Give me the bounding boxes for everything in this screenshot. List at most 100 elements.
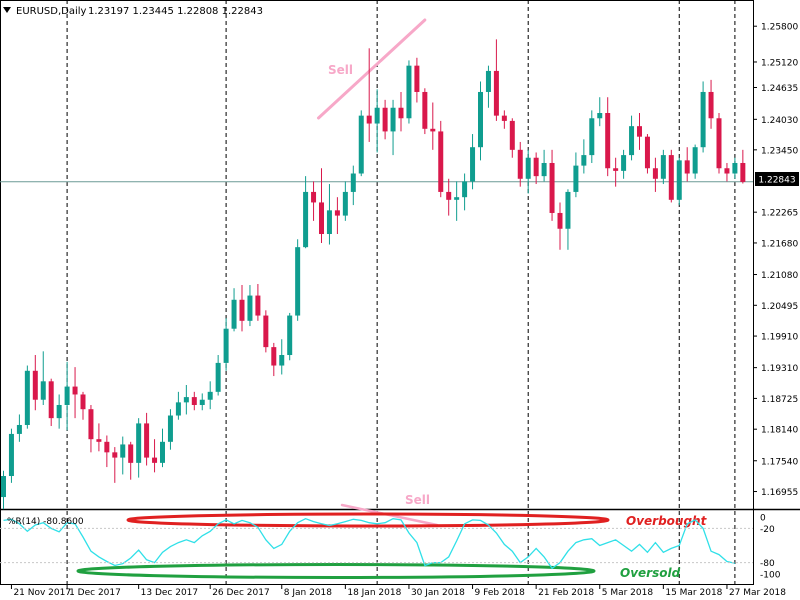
overbought-ellipse	[126, 512, 610, 528]
time-tick-label: 13 Dec 2017	[141, 588, 199, 598]
time-tick-label: 18 Jan 2018	[347, 588, 401, 598]
candle-body	[708, 91, 714, 119]
candle-body	[326, 210, 332, 235]
candle-body	[406, 65, 412, 119]
candle-body	[430, 128, 436, 132]
oversold-ellipse	[76, 563, 596, 579]
wr-readout: %R(14) -80.8600	[7, 517, 84, 527]
candle-body	[255, 295, 261, 316]
sell-trendline	[317, 18, 427, 120]
candle-body	[652, 168, 658, 179]
wr-tick-label: 0	[760, 514, 766, 524]
candle-body	[358, 115, 364, 174]
price-tick-label: 1.20495	[761, 302, 798, 312]
candle-body	[668, 155, 674, 200]
candle-body	[732, 162, 738, 174]
candle-body	[223, 328, 229, 363]
candle-body	[128, 444, 134, 463]
candle-body	[485, 70, 491, 92]
price-tick-label: 1.22265	[761, 209, 798, 219]
current-price-tag	[755, 172, 799, 186]
price-tick-label: 1.24030	[761, 116, 798, 126]
price-tick-label: 1.18725	[761, 395, 798, 405]
candle-body	[263, 315, 269, 348]
candle-body	[80, 394, 86, 410]
price-tick-label: 1.19910	[761, 333, 798, 343]
candlestick-series	[1, 39, 746, 510]
time-tick-label: 5 Mar 2018	[602, 588, 654, 598]
candle-body	[644, 136, 650, 169]
candle-body	[56, 404, 62, 419]
candle-body	[32, 370, 38, 400]
candle-body	[660, 155, 666, 179]
candle-body	[549, 162, 555, 213]
candle-body	[597, 113, 603, 119]
candle-body	[740, 162, 746, 182]
candle-body	[382, 107, 388, 132]
wr-line	[3, 517, 736, 570]
oversold-label: Oversold	[620, 566, 681, 580]
candle-body	[287, 315, 293, 356]
time-tick-label: 21 Nov 2017	[13, 588, 71, 598]
candle-body	[295, 247, 301, 316]
candle-body	[462, 181, 468, 198]
candle-body	[366, 115, 372, 124]
vertical-gridlines	[0, 0, 753, 585]
time-tick-label: 21 Feb 2018	[538, 588, 594, 598]
candle-body	[700, 91, 706, 148]
candle-body	[1, 476, 6, 498]
candle-body	[525, 157, 531, 179]
wr-axis: 0-20 -80 -100	[760, 514, 781, 581]
candle-body	[501, 115, 507, 121]
candle-body	[24, 370, 30, 425]
candle-body	[581, 155, 587, 166]
candle-body	[271, 347, 277, 366]
candle-body	[160, 441, 165, 463]
candle-body	[279, 355, 285, 366]
collapse-triangle-icon[interactable]	[3, 7, 11, 13]
candle-body	[334, 210, 340, 216]
candle-body	[183, 397, 189, 403]
candle-body	[398, 107, 404, 119]
time-tick-label: 15 Mar 2018	[665, 588, 722, 598]
candle-body	[454, 197, 460, 200]
candle-body	[72, 386, 78, 395]
candle-body	[724, 168, 730, 174]
candle-body	[319, 202, 324, 235]
price-tick-label: 1.18140	[761, 426, 798, 436]
wr-tick-label: -100	[760, 571, 781, 581]
candle-body	[509, 120, 515, 150]
price-tick-label: 1.21680	[761, 239, 798, 249]
wr-tick-label: -80	[760, 559, 775, 569]
candle-body	[533, 157, 539, 177]
candle-body	[573, 165, 579, 192]
candle-body	[350, 173, 356, 192]
price-tick-label: 1.24635	[761, 84, 798, 94]
time-tick-label: 1 Dec 2017	[69, 588, 121, 598]
candle-body	[621, 155, 627, 171]
time-tick-label: 30 Jan 2018	[411, 588, 465, 598]
price-tick-label: 1.25120	[761, 58, 798, 68]
candle-body	[104, 441, 110, 453]
candle-body	[478, 91, 483, 148]
chart-frame	[0, 0, 754, 585]
candle-body	[684, 160, 690, 174]
wr-tick-label: -20	[760, 525, 775, 535]
time-tick-label: 27 Mar 2018	[729, 588, 786, 598]
price-tick-label: 1.17540	[761, 457, 798, 467]
candle-body	[239, 299, 245, 321]
candle-body	[637, 126, 642, 137]
price-tick-label: 1.23450	[761, 146, 798, 156]
candle-body	[493, 70, 499, 116]
candle-body	[207, 391, 213, 400]
candle-body	[541, 162, 547, 177]
candle-body	[342, 191, 348, 216]
candle-body	[557, 212, 563, 229]
candle-body	[88, 409, 94, 440]
candle-body	[215, 362, 221, 392]
candle-body	[676, 160, 682, 200]
candle-body	[303, 191, 309, 248]
